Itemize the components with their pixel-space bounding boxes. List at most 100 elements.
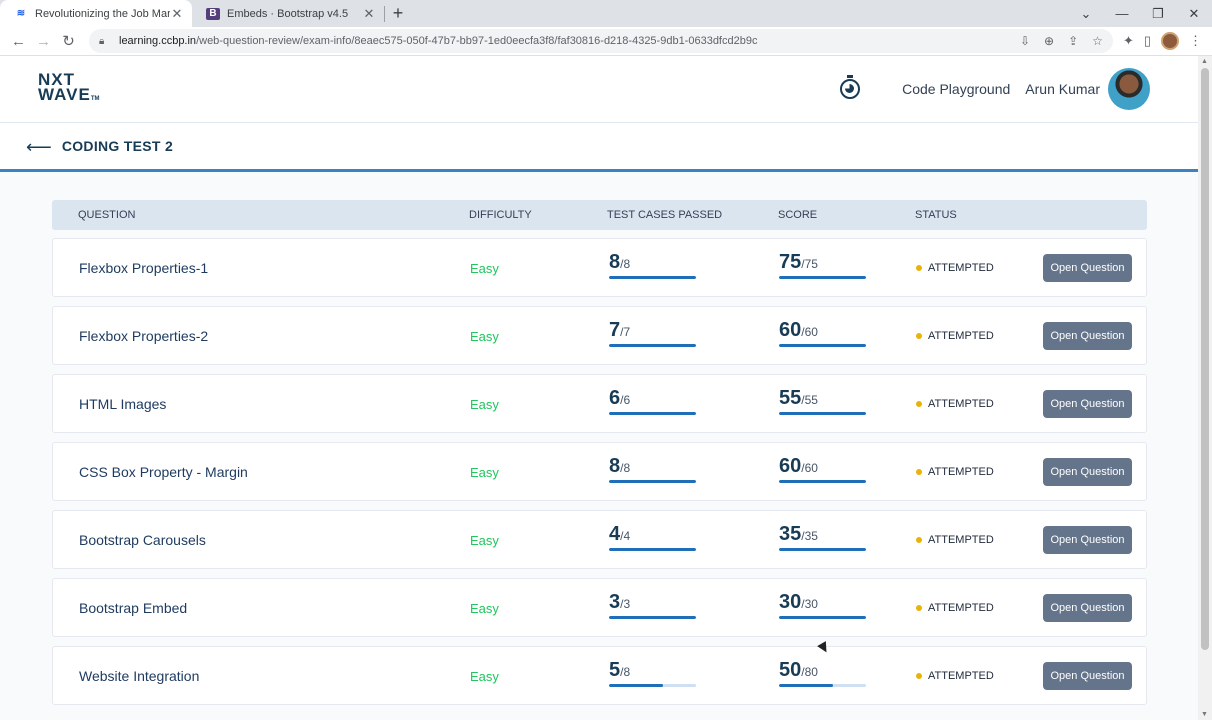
- status-badge: ATTEMPTED: [916, 670, 1034, 682]
- score-metric: 60/60: [779, 455, 866, 483]
- window-controls: ⌄ — ❐ ✕: [1068, 0, 1212, 27]
- action-cell: Open Question: [1034, 593, 1146, 622]
- user-avatar[interactable]: [1108, 68, 1150, 110]
- status-badge: ATTEMPTED: [916, 398, 1034, 410]
- score-progress-fill: [779, 684, 834, 687]
- bookmark-star-icon[interactable]: ☆: [1092, 34, 1103, 48]
- page-scrollbar[interactable]: ▲ ▼: [1198, 56, 1212, 720]
- scroll-down-icon[interactable]: ▼: [1201, 711, 1208, 718]
- test-cases-total: /8: [620, 665, 631, 679]
- score-max: /35: [801, 529, 818, 543]
- browser-tab[interactable]: B Embeds · Bootstrap v4.5 ✕: [192, 0, 384, 27]
- close-tab-icon[interactable]: ✕: [171, 5, 183, 21]
- test-cases-cell: 8/8: [608, 455, 779, 488]
- status-cell: ATTEMPTED: [916, 534, 1034, 546]
- test-cases-progress-bar: [609, 548, 696, 551]
- test-cases-progress-fill: [609, 412, 696, 415]
- score-max: /55: [801, 393, 818, 407]
- test-cases-cell: 6/6: [608, 387, 779, 420]
- code-playground-link[interactable]: Code Playground: [902, 81, 1011, 97]
- share-icon[interactable]: ⇪: [1068, 34, 1079, 48]
- score-cell: 60/60: [779, 455, 916, 488]
- difficulty-label: Easy: [470, 261, 499, 276]
- status-text: ATTEMPTED: [928, 261, 994, 274]
- test-cases-total: /7: [620, 325, 631, 339]
- test-cases-metric: 8/8: [609, 251, 696, 279]
- test-cases-progress-bar: [609, 344, 696, 347]
- score-value: 75: [779, 251, 802, 273]
- score-progress-fill: [779, 480, 866, 483]
- score-progress-bar: [779, 684, 866, 687]
- status-badge: ATTEMPTED: [916, 466, 1034, 478]
- score-cell: 50/80: [779, 659, 916, 692]
- extensions-puzzle-icon[interactable]: ✦: [1122, 33, 1134, 48]
- score-progress-fill: [779, 276, 866, 279]
- new-tab-button[interactable]: +: [392, 3, 404, 23]
- nxtwave-favicon-icon: ≋: [16, 8, 26, 19]
- open-question-button[interactable]: Open Question: [1043, 525, 1132, 554]
- browser-tab-strip: ≋ Revolutionizing the Job Market | ✕ B E…: [0, 0, 1212, 27]
- test-cases-progress-bar: [609, 412, 696, 415]
- score-progress-fill: [779, 616, 866, 619]
- difficulty-label: Easy: [470, 669, 499, 684]
- score-cell: 30/30: [779, 591, 916, 624]
- reload-icon[interactable]: ↻: [62, 33, 75, 50]
- test-cases-metric: 4/4: [609, 523, 696, 551]
- test-cases-passed: 4: [609, 523, 621, 545]
- restore-icon[interactable]: ❐: [1152, 5, 1164, 21]
- status-dot-icon: [916, 604, 922, 611]
- test-cases-progress-bar: [609, 276, 696, 279]
- scroll-up-icon[interactable]: ▲: [1201, 58, 1208, 65]
- score-value: 60: [779, 319, 802, 341]
- stopwatch-icon[interactable]: [840, 75, 861, 99]
- test-subheader: ⟵ CODING TEST 2: [0, 123, 1198, 172]
- status-dot-icon: [916, 264, 922, 271]
- tab-title: Embeds · Bootstrap v4.5: [227, 7, 349, 20]
- open-question-button[interactable]: Open Question: [1043, 389, 1132, 418]
- test-cases-passed: 8: [609, 251, 621, 273]
- lock-icon[interactable]: 🔒︎: [99, 35, 105, 47]
- scrollbar-thumb[interactable]: [1201, 68, 1209, 650]
- user-name[interactable]: Arun Kumar: [1025, 81, 1100, 97]
- tab-search-icon[interactable]: ⌄: [1080, 5, 1092, 21]
- score-max: /60: [801, 325, 818, 339]
- status-text: ATTEMPTED: [928, 397, 994, 410]
- back-icon[interactable]: ←: [11, 32, 26, 50]
- open-question-button[interactable]: Open Question: [1043, 253, 1132, 282]
- browser-tab-active[interactable]: ≋ Revolutionizing the Job Market | ✕: [0, 0, 192, 27]
- action-cell: Open Question: [1034, 525, 1146, 554]
- open-question-button[interactable]: Open Question: [1043, 593, 1132, 622]
- zoom-icon[interactable]: ⊕: [1044, 34, 1055, 48]
- address-bar[interactable]: 🔒︎ learning.ccbp.in/web-question-review/…: [89, 29, 1113, 53]
- question-title: CSS Box Property - Margin: [79, 463, 248, 480]
- column-header-test-cases: TEST CASES PASSED: [607, 209, 723, 221]
- close-tab-icon[interactable]: ✕: [363, 5, 375, 21]
- status-text: ATTEMPTED: [928, 601, 994, 614]
- profile-avatar-icon[interactable]: [1161, 32, 1179, 50]
- score-max: /30: [801, 597, 818, 611]
- question-title: Flexbox Properties-1: [79, 259, 209, 276]
- status-dot-icon: [916, 332, 922, 339]
- score-max: /80: [801, 665, 818, 679]
- install-app-icon[interactable]: ⇩: [1019, 34, 1031, 48]
- logo-line-1: NXT: [38, 69, 75, 89]
- side-panel-icon[interactable]: ▯: [1143, 33, 1151, 48]
- test-cases-passed: 7: [609, 319, 621, 341]
- score-cell: 55/55: [779, 387, 916, 420]
- minimize-icon[interactable]: —: [1115, 6, 1129, 21]
- forward-icon[interactable]: →: [36, 32, 51, 50]
- open-question-button[interactable]: Open Question: [1043, 457, 1132, 486]
- logo-trademark: TM: [90, 95, 100, 102]
- status-dot-icon: [916, 400, 922, 407]
- open-question-button[interactable]: Open Question: [1043, 661, 1132, 690]
- open-question-button[interactable]: Open Question: [1043, 321, 1132, 350]
- browser-menu-icon[interactable]: ⋮: [1189, 33, 1202, 48]
- logo-line-2: WAVETM: [38, 86, 100, 107]
- status-badge: ATTEMPTED: [916, 534, 1034, 546]
- question-title: Website Integration: [79, 667, 200, 684]
- close-window-icon[interactable]: ✕: [1188, 5, 1200, 21]
- nxtwave-logo[interactable]: NXT WAVETM: [38, 69, 100, 107]
- status-badge: ATTEMPTED: [916, 330, 1034, 342]
- back-arrow-icon[interactable]: ⟵: [26, 136, 52, 157]
- score-max: /60: [801, 461, 818, 475]
